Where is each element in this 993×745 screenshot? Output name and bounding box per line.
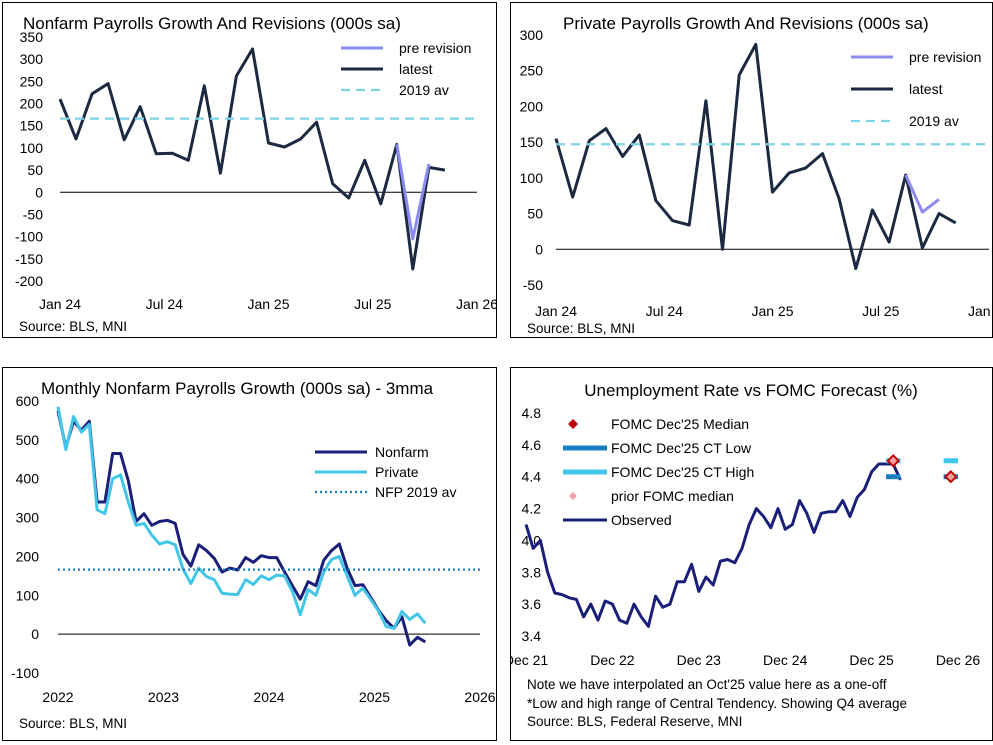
- y-tick-label: -50: [523, 277, 543, 293]
- chart-source: Source: BLS, MNI: [19, 319, 127, 334]
- legend-label: FOMC Dec'25 CT High: [611, 464, 754, 480]
- y-tick-label: 100: [20, 140, 44, 156]
- y-tick-label: 4.4: [522, 469, 542, 485]
- x-tick-label: Dec 25: [849, 652, 894, 668]
- legend-label: latest: [399, 61, 433, 77]
- x-tick-label: Jan 24: [535, 303, 577, 319]
- x-tick-label: Dec 21: [511, 652, 548, 668]
- y-tick-label: 100: [520, 170, 544, 186]
- chart-panel-unemployment-fomc: Unemployment Rate vs FOMC Forecast (%) 4.…: [504, 367, 993, 741]
- x-tick-label: Jul 25: [862, 303, 900, 319]
- chart-note: *Low and high range of Central Tendency.…: [527, 696, 907, 711]
- y-tick-label: 350: [20, 29, 44, 45]
- chart-svg-private-revisions: Private Payrolls Growth And Revisions (0…: [520, 14, 993, 336]
- x-tick-label: 2025: [359, 689, 390, 705]
- series-line: [524, 462, 902, 628]
- chart-panel-private-revisions: Private Payrolls Growth And Revisions (0…: [510, 2, 993, 338]
- y-tick-label: 0: [535, 241, 543, 257]
- legend-marker: [569, 492, 577, 500]
- y-tick-label: -100: [11, 665, 39, 681]
- x-tick-label: Dec 23: [677, 652, 722, 668]
- x-tick-label: 2026: [464, 689, 495, 705]
- y-tick-label: 200: [520, 98, 544, 114]
- series-line: [56, 410, 427, 647]
- y-tick-label: 0: [35, 184, 43, 200]
- x-tick-label: Jul 24: [646, 303, 684, 319]
- y-tick-label: 150: [520, 134, 544, 150]
- legend-label: 2019 av: [909, 113, 959, 129]
- x-tick-label: 2023: [148, 689, 179, 705]
- y-tick-label: 150: [20, 118, 44, 134]
- chart-title: Private Payrolls Growth And Revisions (0…: [563, 14, 929, 33]
- y-tick-label: 3.4: [522, 628, 542, 644]
- chart-panel-nonfarm-revisions: Nonfarm Payrolls Growth And Revisions (0…: [2, 2, 498, 338]
- legend-label: 2019 av: [399, 82, 449, 98]
- y-tick-label: 250: [20, 73, 44, 89]
- x-tick-label: 2022: [42, 689, 73, 705]
- chart-title: Monthly Nonfarm Payrolls Growth (000s sa…: [41, 379, 434, 398]
- chart-source: Source: BLS, MNI: [527, 321, 635, 336]
- legend-label: Nonfarm: [375, 444, 429, 460]
- legend-label: FOMC Dec'25 CT Low: [611, 440, 752, 456]
- series-line: [904, 174, 940, 214]
- chart-svg-nonfarm-3mma: Monthly Nonfarm Payrolls Growth (000s sa…: [11, 379, 496, 731]
- y-tick-label: 300: [520, 27, 544, 43]
- y-tick-label: -50: [23, 206, 43, 222]
- y-tick-label: -100: [15, 229, 43, 245]
- y-tick-label: 300: [20, 51, 44, 67]
- x-tick-label: Jan 25: [247, 296, 289, 312]
- y-tick-label: 4.8: [522, 405, 542, 421]
- y-tick-label: 300: [16, 510, 40, 526]
- x-tick-label: Jul 25: [354, 296, 392, 312]
- y-tick-label: 50: [27, 162, 43, 178]
- chart-note: Note we have interpolated an Oct'25 valu…: [527, 677, 887, 692]
- legend-label: Private: [375, 464, 419, 480]
- y-tick-label: -150: [15, 251, 43, 267]
- x-tick-label: Dec 26: [936, 652, 981, 668]
- y-tick-label: 0: [31, 626, 39, 642]
- x-tick-label: Jan 25: [751, 303, 793, 319]
- y-tick-label: 4.2: [522, 501, 542, 517]
- legend-label: prior FOMC median: [611, 488, 734, 504]
- y-tick-label: 600: [16, 393, 40, 409]
- legend-marker: [568, 419, 578, 429]
- series-line: [554, 42, 957, 271]
- x-tick-label: Jan 26: [968, 303, 992, 319]
- y-tick-label: 400: [16, 471, 40, 487]
- x-tick-label: Dec 24: [763, 652, 808, 668]
- series-line: [58, 47, 446, 271]
- legend-label: pre revision: [909, 49, 981, 65]
- series-marker: [946, 472, 955, 481]
- y-tick-label: 100: [16, 587, 40, 603]
- chart-panel-nonfarm-3mma: Monthly Nonfarm Payrolls Growth (000s sa…: [2, 367, 497, 741]
- series-line: [56, 406, 427, 630]
- chart-svg-unemployment-fomc: Unemployment Rate vs FOMC Forecast (%) 4.…: [504, 381, 981, 729]
- y-tick-label: 3.6: [522, 596, 542, 612]
- x-tick-label: Jan 26: [456, 296, 496, 312]
- legend-label: latest: [909, 81, 943, 97]
- legend-label: pre revision: [399, 40, 471, 56]
- y-tick-label: 50: [527, 206, 543, 222]
- legend-label: NFP 2019 av: [375, 484, 456, 500]
- x-tick-label: Jan 24: [39, 296, 81, 312]
- series-line: [395, 144, 431, 241]
- y-tick-label: 500: [16, 432, 40, 448]
- legend-label: FOMC Dec'25 Median: [611, 416, 749, 432]
- y-tick-label: -200: [15, 273, 43, 289]
- chart-title: Nonfarm Payrolls Growth And Revisions (0…: [23, 14, 401, 33]
- chart-title: Unemployment Rate vs FOMC Forecast (%): [584, 381, 917, 400]
- x-tick-label: 2024: [253, 689, 284, 705]
- y-tick-label: 4.6: [522, 437, 542, 453]
- chart-source: Source: BLS, Federal Reserve, MNI: [527, 714, 742, 729]
- chart-svg-nonfarm-revisions: Nonfarm Payrolls Growth And Revisions (0…: [15, 14, 498, 334]
- y-tick-label: 250: [520, 63, 544, 79]
- chart-source: Source: BLS, MNI: [19, 716, 127, 731]
- y-tick-label: 200: [20, 96, 44, 112]
- legend-label: Observed: [611, 512, 672, 528]
- x-tick-label: Jul 24: [146, 296, 184, 312]
- x-tick-label: Dec 22: [590, 652, 635, 668]
- y-tick-label: 200: [16, 548, 40, 564]
- y-tick-label: 3.8: [522, 564, 542, 580]
- series-marker: [889, 456, 898, 465]
